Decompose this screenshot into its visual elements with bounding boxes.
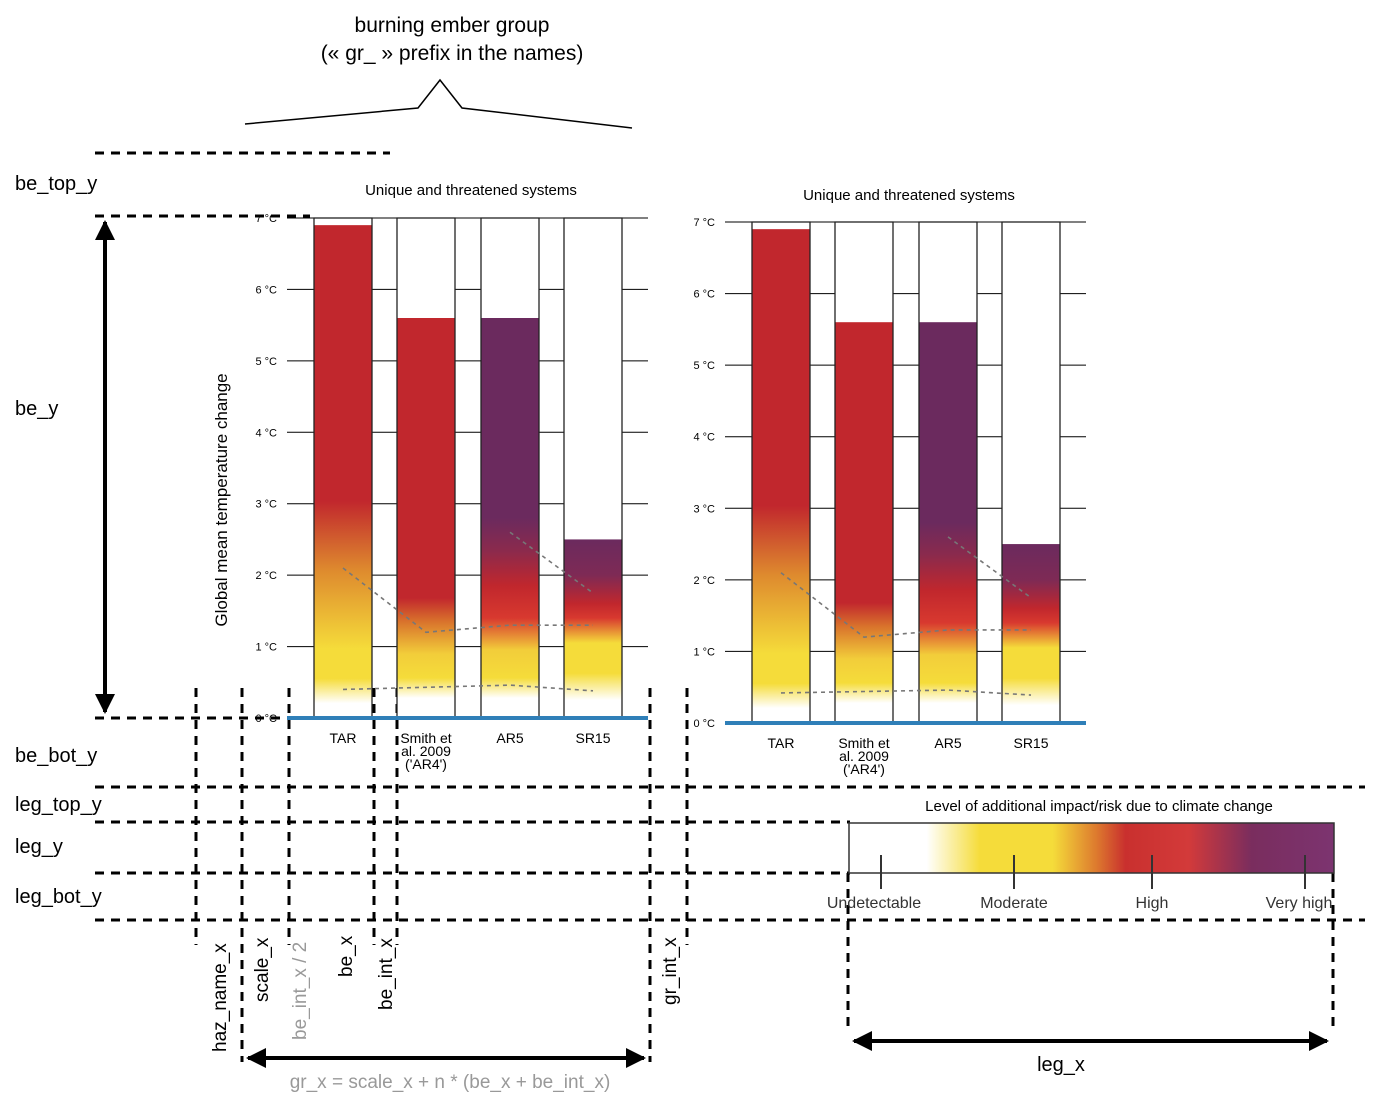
y-tick-label: 1 °C [693, 646, 715, 658]
label-leg-bot-y: leg_bot_y [15, 886, 102, 908]
x-dimension-labels: haz_name_x scale_x be_int_x / 2 be_x be_… [210, 935, 681, 1052]
legend-level-label: Moderate [980, 895, 1048, 912]
ember-bar [564, 539, 622, 718]
transition-line [780, 689, 1032, 696]
ember-chart-left: Unique and threatened systems Global mea… [212, 182, 648, 772]
label-be-y: be_y [15, 398, 58, 420]
label-scale-x: scale_x [252, 937, 273, 1002]
transition-line [947, 536, 1032, 599]
group-title-line2: (« gr_ » prefix in the names) [321, 42, 584, 65]
ember-label: SR15 [575, 730, 610, 746]
ember-bar [397, 318, 455, 718]
label-be-bot-y: be_bot_y [15, 745, 97, 767]
label-be-x: be_x [336, 935, 357, 977]
y-tick-label: 0 °C [693, 718, 715, 730]
y-tick-label: 5 °C [693, 360, 715, 372]
y-axis-label: Global mean temperature change [212, 373, 231, 626]
label-half-be-int-x: be_int_x / 2 [290, 942, 311, 1040]
y-tick-label: 0 °C [255, 713, 277, 725]
label-be-top-y: be_top_y [15, 173, 97, 195]
legend-color-bar [848, 822, 1335, 874]
ember-label: Smith et [838, 735, 889, 751]
y-tick-label: 2 °C [693, 575, 715, 587]
chart-title: Unique and threatened systems [365, 182, 577, 199]
y-tick-label: 5 °C [255, 356, 277, 368]
y-tick-label: 4 °C [255, 427, 277, 439]
ember-bar [481, 318, 539, 718]
ember-label: ('AR4') [843, 761, 885, 777]
y-tick-label: 7 °C [693, 217, 715, 229]
ember-label: TAR [330, 730, 357, 746]
ember-label: al. 2009 [401, 743, 451, 759]
ember-label: AR5 [496, 730, 523, 746]
legend-level-label: Very high [1266, 895, 1333, 912]
y-tick-label: 4 °C [693, 432, 715, 444]
y-tick-label: 7 °C [255, 213, 277, 225]
transition-line [342, 684, 594, 692]
ember-bar [1002, 544, 1060, 723]
ember-bar [919, 322, 977, 723]
label-leg-x: leg_x [1037, 1054, 1085, 1076]
chart-title: Unique and threatened systems [803, 187, 1015, 204]
label-leg-y: leg_y [15, 836, 63, 858]
group-title-line1: burning ember group [355, 14, 550, 37]
y-tick-label: 6 °C [255, 284, 277, 296]
y-tick-label: 2 °C [255, 570, 277, 582]
ember-label: al. 2009 [839, 748, 889, 764]
label-gr-int-x: gr_int_x [660, 937, 681, 1005]
ember-bar [752, 229, 810, 723]
transition-line [509, 531, 594, 594]
transition-line [342, 567, 593, 634]
ember-label: ('AR4') [405, 756, 447, 772]
y-dimension-labels: be_top_y be_y be_bot_y leg_top_y leg_y l… [15, 173, 102, 908]
label-haz-name-x: haz_name_x [210, 943, 231, 1052]
y-tick-label: 6 °C [693, 289, 715, 301]
ember-label: SR15 [1013, 735, 1048, 751]
horizontal-guides [95, 151, 1365, 922]
ember-bar [835, 322, 893, 723]
y-tick-label: 3 °C [255, 499, 277, 511]
transition-line [780, 572, 1031, 638]
ember-label: Smith et [400, 730, 451, 746]
y-tick-label: 3 °C [693, 503, 715, 515]
gr-x-formula: gr_x = scale_x + n * (be_x + be_int_x) [290, 1072, 611, 1093]
ember-label: TAR [768, 735, 795, 751]
group-brace [244, 78, 633, 129]
legend-title: Level of additional impact/risk due to c… [925, 798, 1273, 815]
label-leg-top-y: leg_top_y [15, 794, 102, 816]
legend-level-label: Undetectable [827, 895, 921, 912]
ember-chart-right: Unique and threatened systems 0 °C 1 °C 2 … [693, 187, 1086, 777]
ember-bar [314, 225, 372, 718]
y-tick-label: 1 °C [255, 642, 277, 654]
legend-level-label: High [1136, 895, 1169, 912]
risk-legend: Level of additional impact/risk due to c… [827, 798, 1335, 912]
vertical-guides [194, 688, 1335, 1062]
ember-label: AR5 [934, 735, 961, 751]
label-be-int-x: be_int_x [376, 938, 397, 1010]
